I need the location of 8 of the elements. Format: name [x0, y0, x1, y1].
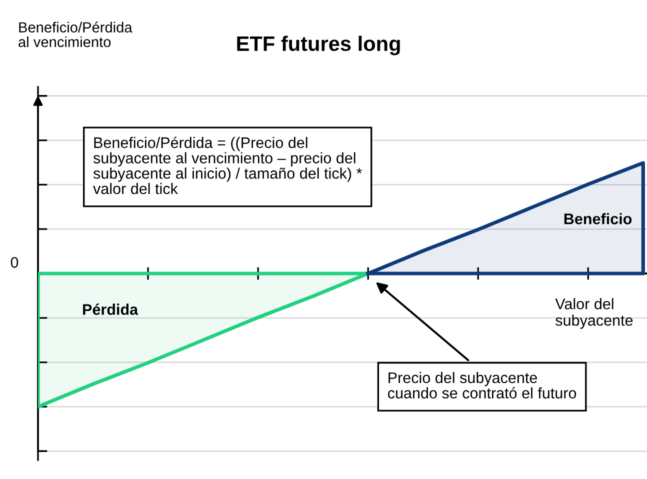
annotation: Beneficio: [564, 213, 632, 224]
x-axis-title: Valor del subyacente: [555, 298, 633, 329]
annotation: Pérdida: [83, 304, 138, 315]
text: 0: [10, 256, 18, 268]
text: Beneficio/Pérdida al vencimiento: [18, 22, 132, 48]
chart-title: ETF futures long: [237, 36, 400, 56]
annotation: Precio del subyacente cuando se contrató el futuro: [388, 372, 576, 399]
annotation: Beneficio/Pérdida = ((Precio del subyacente al vencimiento – precio del subyacente al inicio) / tamaño del tick) * valor del tick: [93, 136, 362, 194]
